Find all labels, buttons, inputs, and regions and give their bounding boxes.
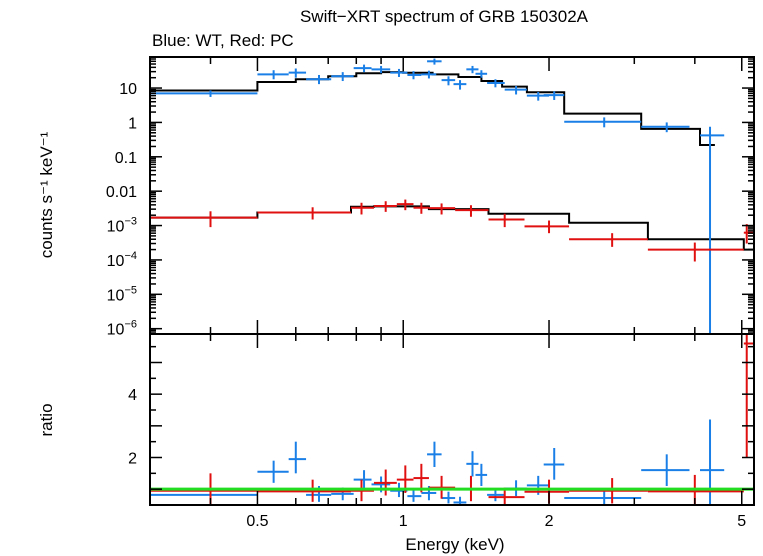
wt-ratio-point xyxy=(543,448,565,480)
bottom-panel-frame xyxy=(149,333,755,506)
top-y-tick-base: 10 xyxy=(107,219,125,236)
wt-data-point xyxy=(641,122,690,133)
wt-ratio-point xyxy=(475,463,488,486)
bottom-y-tick-label: 2 xyxy=(128,451,137,468)
wt-data-point xyxy=(427,58,442,65)
top-y-tick-label: 10 xyxy=(119,81,137,98)
wt-data-point xyxy=(504,85,527,95)
pc-data-point xyxy=(455,205,489,217)
top-y-tick-label: 0.1 xyxy=(115,150,137,167)
top-y-tick-label: 10−6 xyxy=(107,319,137,339)
wt-data-point xyxy=(700,126,725,334)
wt-data-point xyxy=(390,68,408,77)
wt-data-point xyxy=(441,76,456,86)
pc-data-point xyxy=(150,211,258,228)
wt-data-point xyxy=(407,71,422,80)
top-y-tick-label: 10−3 xyxy=(107,216,137,236)
pc-data-point xyxy=(647,242,744,262)
pc-data-point xyxy=(257,207,351,220)
top-panel-frame xyxy=(149,56,755,335)
pc-data-point xyxy=(488,213,525,228)
x-tick-label: 1 xyxy=(399,513,408,530)
x-axis-label: Energy (keV) xyxy=(405,535,504,554)
top-y-tick-label: 1 xyxy=(128,115,137,132)
wt-ratio-point xyxy=(353,470,372,490)
top-y-tick-base: 10 xyxy=(107,287,125,304)
top-y-tick-exponent: −5 xyxy=(124,284,137,296)
top-y-tick-label: 10−5 xyxy=(107,284,137,304)
wt-data-point xyxy=(453,80,467,90)
wt-ratio-point xyxy=(257,460,289,483)
pc-ratio-point xyxy=(257,479,351,502)
wt-data-point xyxy=(564,117,642,128)
x-tick-label: 5 xyxy=(737,513,746,530)
bottom-y-tick-label: 4 xyxy=(128,387,137,404)
pc-data-point xyxy=(524,220,570,234)
x-tick-label: 0.5 xyxy=(246,513,268,530)
pc-data-point xyxy=(350,202,374,215)
chart-title: Swift−XRT spectrum of GRB 150302A xyxy=(300,7,589,26)
pc-data-point xyxy=(413,202,429,214)
wt-data-point xyxy=(288,68,307,78)
pc-data-point xyxy=(396,199,414,211)
top-y-tick-exponent: −3 xyxy=(124,216,137,228)
wt-data-point xyxy=(331,72,354,82)
wt-data-point xyxy=(150,90,258,97)
wt-ratio-point xyxy=(407,489,422,502)
top-y-tick-label: 0.01 xyxy=(106,184,137,201)
wt-data-point xyxy=(257,70,289,80)
pc-data-point xyxy=(428,203,456,215)
top-y-tick-base: 10 xyxy=(107,253,125,270)
pc-ratio-point xyxy=(373,469,397,496)
top-y-tick-exponent: −4 xyxy=(124,250,137,262)
top-y-tick-exponent: −6 xyxy=(124,319,137,331)
x-tick-label: 2 xyxy=(545,513,554,530)
wt-data-point xyxy=(353,64,372,73)
bottom-panel: 24 xyxy=(128,333,755,506)
wt-ratio-point xyxy=(441,491,456,504)
pc-ratio-point xyxy=(524,479,570,504)
wt-ratio-point xyxy=(453,496,467,505)
wt-data-point xyxy=(543,91,565,100)
pc-ratio-point xyxy=(743,334,754,458)
wt-ratio-point xyxy=(288,441,307,474)
wt-data-point xyxy=(475,70,488,78)
wt-ratio-point xyxy=(641,454,690,486)
wt-data-point xyxy=(306,74,332,85)
pc-ratio-point xyxy=(569,478,648,504)
bottom-y-axis-label: ratio xyxy=(37,403,56,436)
wt-model-step xyxy=(150,71,715,146)
top-y-tick-base: 10 xyxy=(107,322,125,339)
wt-data-point xyxy=(421,70,437,79)
pc-ratio-point xyxy=(413,463,429,493)
top-y-tick-label: 10−4 xyxy=(107,250,137,270)
pc-ratio-point xyxy=(428,475,456,499)
wt-ratio-point xyxy=(564,490,642,505)
wt-data-point xyxy=(487,79,505,88)
pc-data-point xyxy=(569,233,648,247)
wt-data-point xyxy=(371,65,391,74)
pc-data-point xyxy=(373,201,397,212)
wt-data-point xyxy=(466,65,479,74)
wt-ratio-point xyxy=(466,451,479,477)
pc-model-step xyxy=(150,205,755,260)
wt-ratio-point xyxy=(427,441,442,467)
top-y-axis-label: counts s⁻¹ keV⁻¹ xyxy=(37,131,56,258)
chart-subtitle: Blue: WT, Red: PC xyxy=(152,31,294,50)
